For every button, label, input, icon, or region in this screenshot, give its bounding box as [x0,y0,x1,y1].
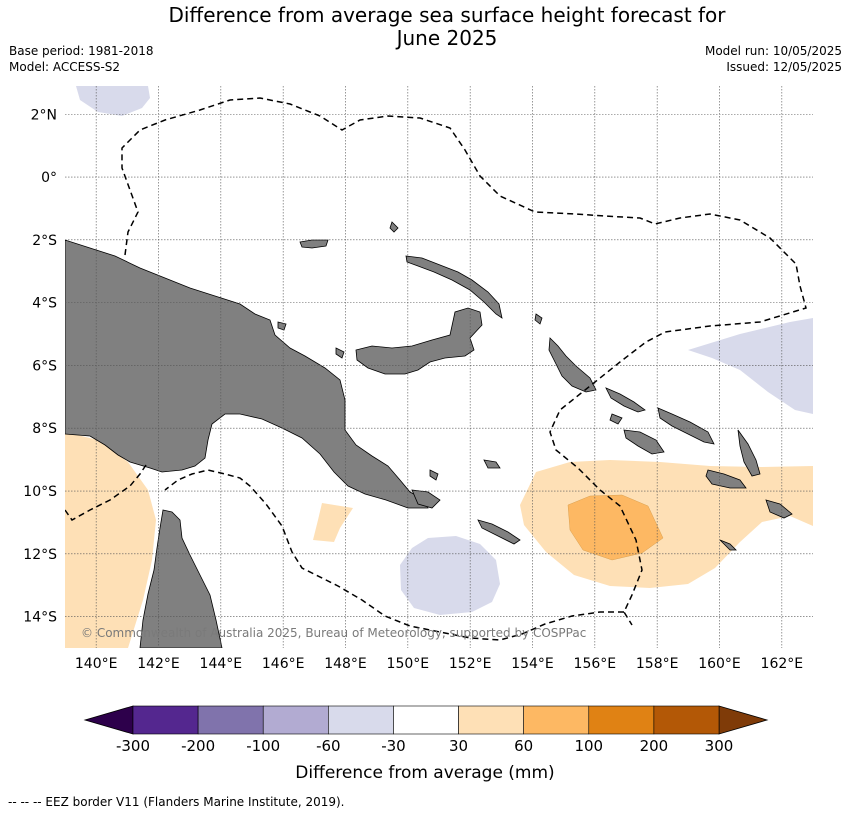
colorbar-tick-label: -200 [181,737,215,755]
land-bougainville [548,337,597,393]
lat-tick-label: 8°S [32,421,57,437]
land-choiseul [605,387,646,413]
anomaly-negative-coral-sea [400,536,500,615]
land-cape-york [139,509,223,648]
land-isabel [657,407,715,445]
lon-tick-label: 162°E [761,656,804,672]
colorbar-extend-low [83,705,134,735]
lat-tick-label: 14°S [23,610,57,626]
colorbar-swatch [653,705,720,735]
eez-border-australia [65,461,149,521]
land-louisiade [477,519,521,545]
land-islet-4 [429,469,439,481]
colorbar-tick-label: -30 [381,737,406,755]
colorbar-tick-label: -300 [116,737,150,755]
colorbar-tick-label: 30 [449,737,468,755]
eez-legend-note: -- -- -- EEZ border V11 (Flanders Marine… [8,795,345,809]
land-guadalcanal [623,429,665,455]
colorbar-tick-label: 300 [705,737,734,755]
land-islet-5 [534,313,543,325]
colorbar-swatch [588,705,655,735]
anomaly-negative-north [76,86,150,116]
lon-tick-label: 142°E [137,656,180,672]
eez-borders [65,97,807,641]
anomaly-positive-core [567,494,664,561]
colorbar-swatch [523,705,590,735]
colorbar-tick-label: 200 [640,737,669,755]
land-new-ireland [405,255,503,319]
lon-tick-label: 152°E [449,656,492,672]
issued-date: Issued: 12/05/2025 [726,60,842,74]
meta-right: Model run: 10/05/2025 Issued: 12/05/2025 [705,43,842,75]
lat-tick-label: 10°S [23,484,57,500]
anomaly-positive-small [313,503,353,542]
lat-tick-label: 12°S [23,547,57,563]
lon-tick-label: 158°E [636,656,679,672]
anomaly-positive-west [65,432,156,648]
lat-tick-label: 2°N [31,107,57,123]
land-fergusson [411,489,441,509]
land-islet-1 [389,221,399,233]
colorbar-tick-label: -100 [246,737,280,755]
colorbar-label: Difference from average (mm) [295,763,554,783]
lat-tick-label: 0° [41,170,57,186]
land-new-guinea [65,239,429,509]
colorbar-swatch [262,705,329,735]
land-makira [705,469,747,489]
colorbar-extend-high [718,705,769,735]
colorbar-swatch [197,705,264,735]
lon-tick-label: 144°E [200,656,243,672]
model-name: Model: ACCESS-S2 [9,60,121,74]
lon-tick-label: 154°E [511,656,554,672]
colorbar-swatch [132,705,199,735]
colorbar-tick-label: 100 [574,737,603,755]
land-new-georgia [609,413,623,425]
anomaly-positive-east [520,460,813,588]
lat-tick-label: 6°S [32,358,57,374]
lat-tick-label: 2°S [32,233,57,249]
colorbar-tick-label: 60 [514,737,533,755]
land-rennell [765,499,793,519]
title-line-2: June 2025 [396,26,498,50]
lon-tick-label: 150°E [387,656,430,672]
colorbar-tick-label: -60 [316,737,341,755]
lat-tick-label: 4°S [32,296,57,312]
land-masses [65,221,793,648]
axis-labels: 140°E 142°E 144°E 146°E 148°E 150°E 152°E 154°E… [23,107,803,672]
meta-left: Base period: 1981-2018 Model: ACCESS-S2 [9,43,154,75]
lon-tick-label: 148°E [324,656,367,672]
lon-tick-label: 140°E [75,656,118,672]
lon-tick-label: 146°E [262,656,305,672]
chart-title: Difference from average sea surface heig… [0,4,850,50]
land-rossel [719,539,737,551]
anomaly-fields [65,86,813,648]
land-trobriand [483,459,501,469]
colorbar-swatch [328,705,394,735]
land-islet-3 [335,347,345,359]
lon-tick-label: 156°E [574,656,617,672]
map-grid [65,86,813,648]
title-line-1: Difference from average sea surface heig… [168,3,726,27]
model-run: Model run: 10/05/2025 [704,44,842,58]
base-period: Base period: 1981-2018 [9,44,154,58]
colorbar-swatch [393,705,459,735]
copyright-notice: © Commonwealth of Australia 2025, Bureau… [81,626,586,640]
land-malaita [737,429,761,477]
colorbar: -300 -200 -100 -60 -30 30 60 100 200 300 [83,705,769,755]
colorbar-swatch [458,705,524,735]
eez-border-png [121,97,807,641]
lon-tick-label: 160°E [698,656,741,672]
